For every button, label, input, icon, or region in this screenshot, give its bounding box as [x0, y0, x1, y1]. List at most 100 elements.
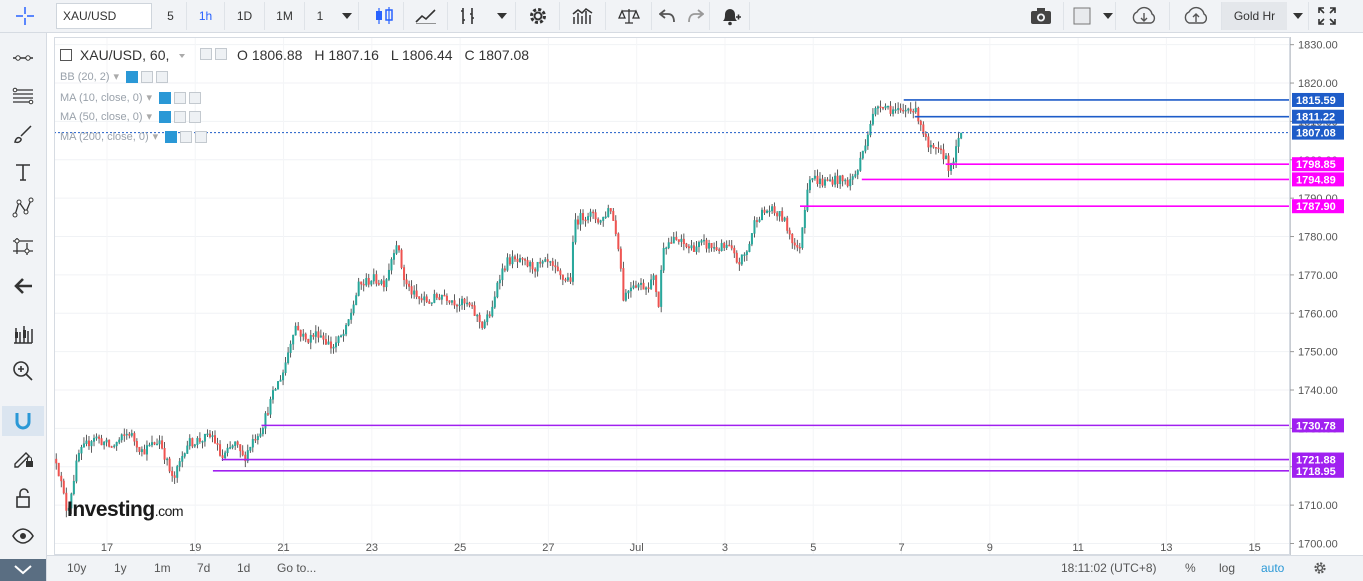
- settings-gear-icon[interactable]: [516, 2, 560, 30]
- brush-tool-icon[interactable]: [8, 119, 38, 149]
- collapse-legend-icon[interactable]: [60, 49, 72, 61]
- indicators-dropdown-chevron-icon[interactable]: [488, 2, 516, 30]
- legend-title: XAU/USD, 60,: [79, 47, 170, 63]
- candle-body: [302, 333, 305, 337]
- indicator-ma200[interactable]: MA (200, close, 0) ▾: [60, 130, 208, 143]
- indicator-ma10[interactable]: MA (10, close, 0) ▾: [60, 91, 202, 104]
- candle-body: [781, 211, 784, 221]
- clock-time-text: 18:11:02 (UTC+8): [1061, 561, 1157, 575]
- candle-body: [420, 298, 423, 301]
- candle-body: [57, 462, 60, 477]
- crosshair-icon[interactable]: [0, 2, 50, 30]
- legend-settings-icon[interactable]: [215, 48, 228, 60]
- indicator-ma200-settings-icon[interactable]: [180, 130, 193, 143]
- indicator-ma200-close-icon[interactable]: [195, 130, 208, 143]
- interval-1-button[interactable]: 1: [316, 9, 324, 23]
- indicator-ma10-settings-icon[interactable]: [174, 91, 187, 104]
- candle-body: [85, 440, 88, 444]
- session-dropdown-chevron-icon[interactable]: [1287, 2, 1309, 30]
- interval-dropdown-chevron-icon[interactable]: [335, 2, 359, 30]
- range-1y-button[interactable]: 1y: [114, 561, 127, 575]
- candle-body: [168, 458, 171, 472]
- volume-bars-icon[interactable]: [560, 2, 606, 30]
- legend-chevron-down-icon[interactable]: [179, 54, 186, 58]
- indicator-ma50-close-icon[interactable]: [189, 110, 202, 123]
- x-tick-label: 5: [810, 542, 816, 554]
- range-1m-button[interactable]: 1m: [154, 561, 171, 575]
- go-to-date-button[interactable]: Go to...: [277, 561, 317, 575]
- interval-5-button[interactable]: 5: [155, 2, 187, 30]
- indicator-ma50-eye-icon[interactable]: [159, 110, 172, 123]
- compare-chart-icon[interactable]: [404, 2, 448, 30]
- back-arrow-icon[interactable]: [8, 271, 38, 301]
- indicator-bb-close-icon[interactable]: [156, 70, 169, 83]
- candle-body: [554, 265, 557, 268]
- horizontal-line-tool-icon[interactable]: [8, 43, 38, 73]
- chevron-down-icon: [14, 565, 32, 575]
- candle-body: [284, 362, 287, 373]
- candle-body: [778, 211, 781, 217]
- level-price-label: 1815.59: [1296, 95, 1336, 107]
- indicator-ma10-close-icon[interactable]: [189, 91, 202, 104]
- price-axis[interactable]: 1700.001710.001720.001730.001740.001750.…: [1290, 37, 1363, 555]
- measure-tool-icon[interactable]: [8, 319, 38, 349]
- projection-tool-icon[interactable]: [8, 231, 38, 261]
- text-tool-icon[interactable]: [8, 157, 38, 187]
- unlock-icon[interactable]: [8, 483, 38, 513]
- indicator-ma50-settings-icon[interactable]: [174, 110, 187, 123]
- candle-body: [342, 333, 345, 336]
- color-dropdown-chevron-icon[interactable]: [1100, 2, 1116, 30]
- candle-body: [728, 244, 731, 247]
- percent-scale-button[interactable]: %: [1185, 561, 1196, 575]
- range-10y-button[interactable]: 10y: [67, 561, 87, 575]
- legend-eye-icon[interactable]: [200, 48, 213, 60]
- candle-body: [491, 306, 494, 317]
- session-select[interactable]: Gold Hr: [1222, 2, 1287, 30]
- candle-body: [103, 441, 106, 446]
- pattern-tool-icon[interactable]: [8, 193, 38, 223]
- candle-body: [579, 213, 582, 225]
- alert-bell-add-icon[interactable]: [710, 2, 750, 30]
- interval-1h-button[interactable]: 1h: [187, 2, 225, 30]
- camera-snapshot-icon[interactable]: [1018, 2, 1064, 30]
- level-price-label: 1721.88: [1296, 455, 1336, 467]
- candle-body: [123, 434, 126, 436]
- balance-scale-icon[interactable]: [606, 2, 652, 30]
- y-tick-label: 1750.00: [1298, 347, 1338, 359]
- fib-lines-tool-icon[interactable]: [8, 81, 38, 111]
- range-7d-button[interactable]: 7d: [197, 561, 211, 575]
- auto-scale-button[interactable]: auto: [1261, 561, 1285, 575]
- chart-settings-gear-icon[interactable]: [1313, 559, 1327, 577]
- candle-body: [937, 147, 940, 150]
- candle-body: [481, 321, 484, 328]
- candle-body: [201, 441, 204, 443]
- color-square-icon[interactable]: [1064, 2, 1100, 30]
- log-scale-button[interactable]: log: [1219, 561, 1236, 575]
- interval-1m-button[interactable]: 1M: [265, 2, 305, 30]
- lock-drawings-pencil-icon[interactable]: [8, 443, 38, 473]
- indicator-bb[interactable]: BB (20, 2) ▾: [60, 70, 169, 83]
- cloud-download-icon[interactable]: [1118, 2, 1170, 30]
- indicator-bb-eye-icon[interactable]: [126, 70, 139, 83]
- price-chart[interactable]: 17 19 21 23 25 27 Jul 3 5 7 9 11 13 15: [54, 37, 1290, 555]
- indicator-ma50[interactable]: MA (50, close, 0) ▾: [60, 110, 202, 123]
- fullscreen-icon[interactable]: [1310, 2, 1344, 30]
- symbol-search-input[interactable]: XAU/USD: [56, 3, 152, 29]
- candles-chart-type-icon[interactable]: [364, 2, 404, 30]
- indicator-bb-settings-icon[interactable]: [141, 70, 154, 83]
- redo-icon[interactable]: [682, 2, 710, 30]
- indicator-ma10-eye-icon[interactable]: [159, 91, 172, 104]
- candle-body: [241, 450, 244, 456]
- indicators-icon[interactable]: [448, 2, 488, 30]
- collapse-toolbar-button[interactable]: [0, 559, 46, 581]
- zoom-in-icon[interactable]: [8, 356, 38, 386]
- eye-visibility-icon[interactable]: [8, 521, 38, 551]
- interval-1d-button[interactable]: 1D: [225, 2, 265, 30]
- undo-icon[interactable]: [652, 2, 682, 30]
- candle-body: [433, 293, 436, 303]
- magnet-mode-icon[interactable]: [2, 406, 44, 436]
- cloud-upload-icon[interactable]: [1170, 2, 1222, 30]
- candle-body: [299, 329, 302, 337]
- range-1d-button[interactable]: 1d: [237, 561, 251, 575]
- indicator-ma200-eye-icon[interactable]: [165, 130, 178, 143]
